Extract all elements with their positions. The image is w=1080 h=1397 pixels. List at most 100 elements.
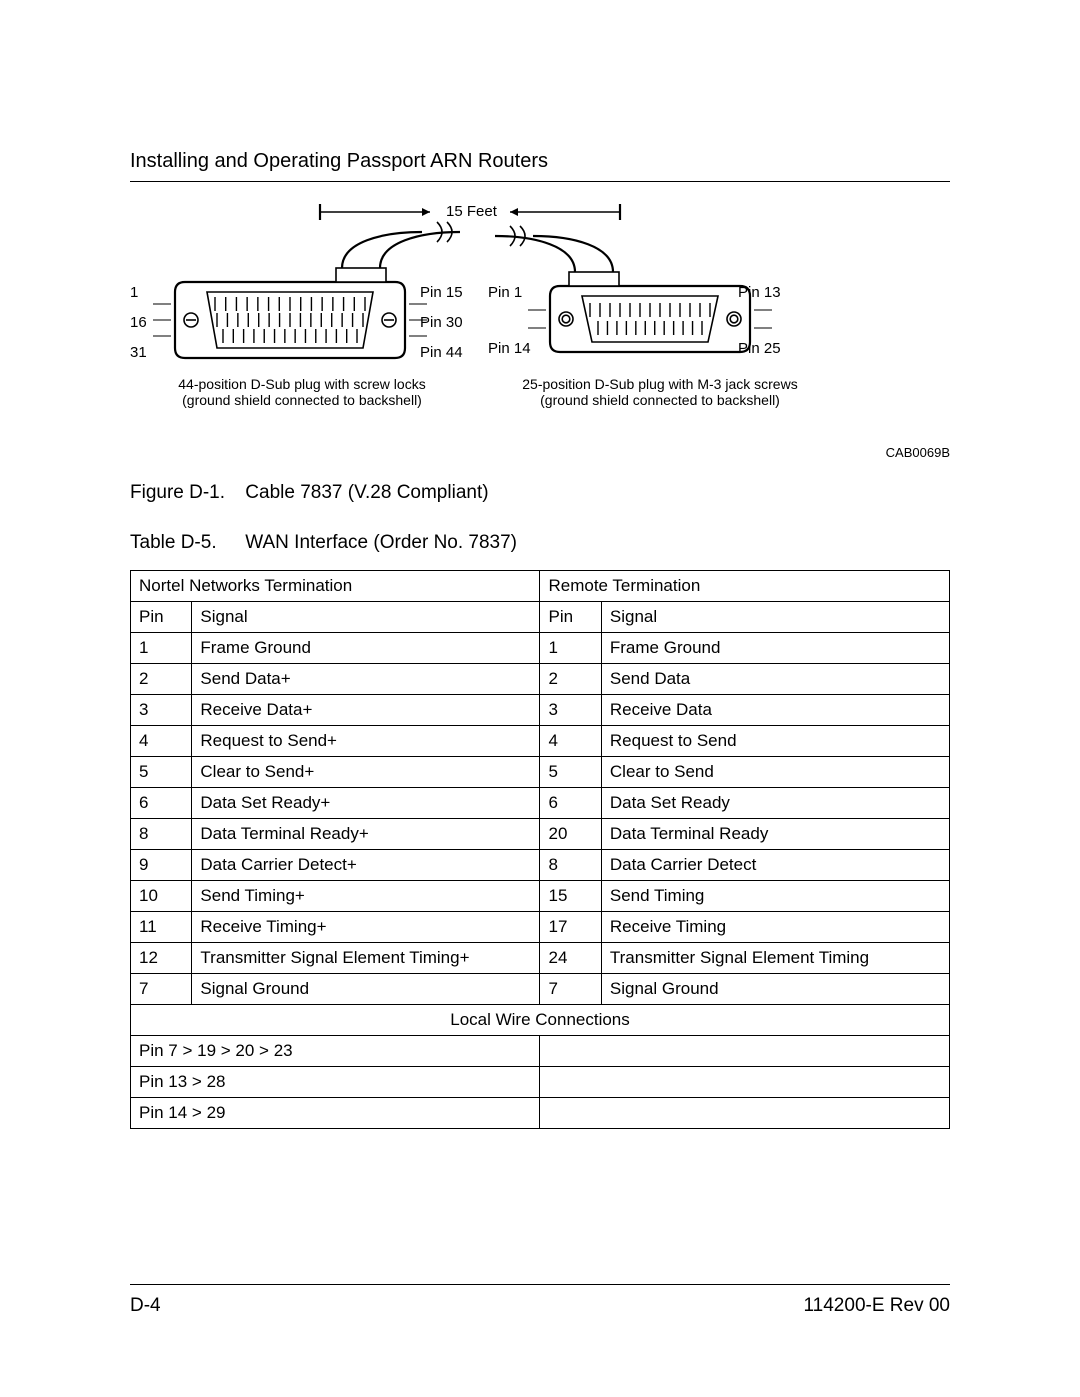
signal-cell: Data Set Ready	[601, 788, 949, 819]
signal-cell: Signal Ground	[192, 974, 540, 1005]
signal-cell: Transmitter Signal Element Timing+	[192, 943, 540, 974]
table-header-row: Nortel Networks Termination Remote Termi…	[131, 571, 950, 602]
local-wire-row: Pin 13 > 28	[131, 1067, 950, 1098]
pin-cell: 1	[131, 633, 192, 664]
right-caption-line1: 25-position D-Sub plug with M-3 jack scr…	[522, 376, 797, 392]
table-row: 6Data Set Ready+6Data Set Ready	[131, 788, 950, 819]
pin-cell: 4	[540, 726, 601, 757]
left-pin-1: 1	[130, 284, 138, 301]
table-number: Table D-5.	[130, 532, 240, 554]
figure-title: Cable 7837 (V.28 Compliant)	[245, 482, 488, 503]
pin-cell: 5	[131, 757, 192, 788]
right-pin-13: Pin 13	[738, 284, 781, 301]
signal-cell: Send Timing+	[192, 881, 540, 912]
signal-cell: Clear to Send	[601, 757, 949, 788]
pin-cell: 10	[131, 881, 192, 912]
local-wire-cell: Pin 13 > 28	[131, 1067, 540, 1098]
left-pin-15: Pin 15	[420, 284, 463, 301]
pin-cell: 15	[540, 881, 601, 912]
pin-cell: 9	[131, 850, 192, 881]
table-row: 4Request to Send+4Request to Send	[131, 726, 950, 757]
figure-caption: Figure D-1. Cable 7837 (V.28 Compliant)	[130, 482, 950, 504]
table-row: 7Signal Ground7Signal Ground	[131, 974, 950, 1005]
right-pin-14: Pin 14	[488, 340, 531, 357]
right-caption-line2: (ground shield connected to backshell)	[540, 392, 780, 408]
pin-cell: 2	[131, 664, 192, 695]
table-row: 12Transmitter Signal Element Timing+24Tr…	[131, 943, 950, 974]
table-caption: Table D-5. WAN Interface (Order No. 7837…	[130, 532, 950, 554]
subheader-pin-left: Pin	[131, 602, 192, 633]
page: Installing and Operating Passport ARN Ro…	[0, 0, 1080, 1397]
pin-cell: 2	[540, 664, 601, 695]
pin-cell: 3	[540, 695, 601, 726]
empty-cell	[540, 1036, 950, 1067]
left-pin-16: 16	[130, 314, 147, 331]
footer-rule	[130, 1284, 950, 1285]
pin-cell: 8	[131, 819, 192, 850]
local-wire-cell: Pin 7 > 19 > 20 > 23	[131, 1036, 540, 1067]
signal-cell: Receive Timing	[601, 912, 949, 943]
page-footer: D-4 114200-E Rev 00	[130, 1284, 950, 1317]
signal-cell: Send Timing	[601, 881, 949, 912]
table-row: 9Data Carrier Detect+8Data Carrier Detec…	[131, 850, 950, 881]
pin-cell: 17	[540, 912, 601, 943]
table-subheader-row: Pin Signal Pin Signal	[131, 602, 950, 633]
table-row: 8Data Terminal Ready+20Data Terminal Rea…	[131, 819, 950, 850]
signal-cell: Data Terminal Ready+	[192, 819, 540, 850]
left-pin-44: Pin 44	[420, 344, 463, 361]
cable-diagram: 15 Feet 1 16 31 Pin 15 Pin 30 Pin 44 Pin…	[130, 204, 950, 454]
cable-length-label: 15 Feet	[446, 203, 497, 220]
left-connector-caption: 44-position D-Sub plug with screw locks …	[152, 376, 452, 408]
pin-cell: 8	[540, 850, 601, 881]
figure-number: Figure D-1.	[130, 482, 240, 504]
table-row: 10Send Timing+15Send Timing	[131, 881, 950, 912]
signal-cell: Clear to Send+	[192, 757, 540, 788]
signal-cell: Data Carrier Detect+	[192, 850, 540, 881]
left-pin-30: Pin 30	[420, 314, 463, 331]
page-number: D-4	[130, 1295, 161, 1317]
pin-cell: 4	[131, 726, 192, 757]
diagram-code: CAB0069B	[886, 445, 950, 460]
pin-cell: 6	[540, 788, 601, 819]
signal-cell: Transmitter Signal Element Timing	[601, 943, 949, 974]
signal-cell: Frame Ground	[601, 633, 949, 664]
pinout-table: Nortel Networks Termination Remote Termi…	[130, 570, 950, 1129]
left-caption-line2: (ground shield connected to backshell)	[182, 392, 422, 408]
signal-cell: Data Set Ready+	[192, 788, 540, 819]
table-title: WAN Interface (Order No. 7837)	[245, 532, 517, 553]
pin-cell: 1	[540, 633, 601, 664]
header-nortel: Nortel Networks Termination	[131, 571, 540, 602]
pin-cell: 24	[540, 943, 601, 974]
local-wire-header-row: Local Wire Connections	[131, 1005, 950, 1036]
right-connector-caption: 25-position D-Sub plug with M-3 jack scr…	[500, 376, 820, 408]
local-wire-row: Pin 7 > 19 > 20 > 23	[131, 1036, 950, 1067]
signal-cell: Request to Send+	[192, 726, 540, 757]
pin-cell: 5	[540, 757, 601, 788]
table-row: 1Frame Ground1Frame Ground	[131, 633, 950, 664]
table-row: 11Receive Timing+17Receive Timing	[131, 912, 950, 943]
table-row: 3Receive Data+3Receive Data	[131, 695, 950, 726]
pin-cell: 3	[131, 695, 192, 726]
left-caption-line1: 44-position D-Sub plug with screw locks	[178, 376, 425, 392]
signal-cell: Data Carrier Detect	[601, 850, 949, 881]
local-wire-row: Pin 14 > 29	[131, 1098, 950, 1129]
pin-cell: 12	[131, 943, 192, 974]
signal-cell: Data Terminal Ready	[601, 819, 949, 850]
local-wire-header: Local Wire Connections	[131, 1005, 950, 1036]
pin-cell: 20	[540, 819, 601, 850]
signal-cell: Frame Ground	[192, 633, 540, 664]
subheader-pin-right: Pin	[540, 602, 601, 633]
right-pin-1: Pin 1	[488, 284, 522, 301]
pin-cell: 11	[131, 912, 192, 943]
header-remote: Remote Termination	[540, 571, 950, 602]
subheader-signal-right: Signal	[601, 602, 949, 633]
signal-cell: Send Data	[601, 664, 949, 695]
right-pin-25: Pin 25	[738, 340, 781, 357]
header-rule	[130, 181, 950, 182]
pin-cell: 6	[131, 788, 192, 819]
running-header: Installing and Operating Passport ARN Ro…	[130, 150, 950, 173]
signal-cell: Signal Ground	[601, 974, 949, 1005]
subheader-signal-left: Signal	[192, 602, 540, 633]
table-row: 5Clear to Send+5Clear to Send	[131, 757, 950, 788]
left-pin-31: 31	[130, 344, 147, 361]
